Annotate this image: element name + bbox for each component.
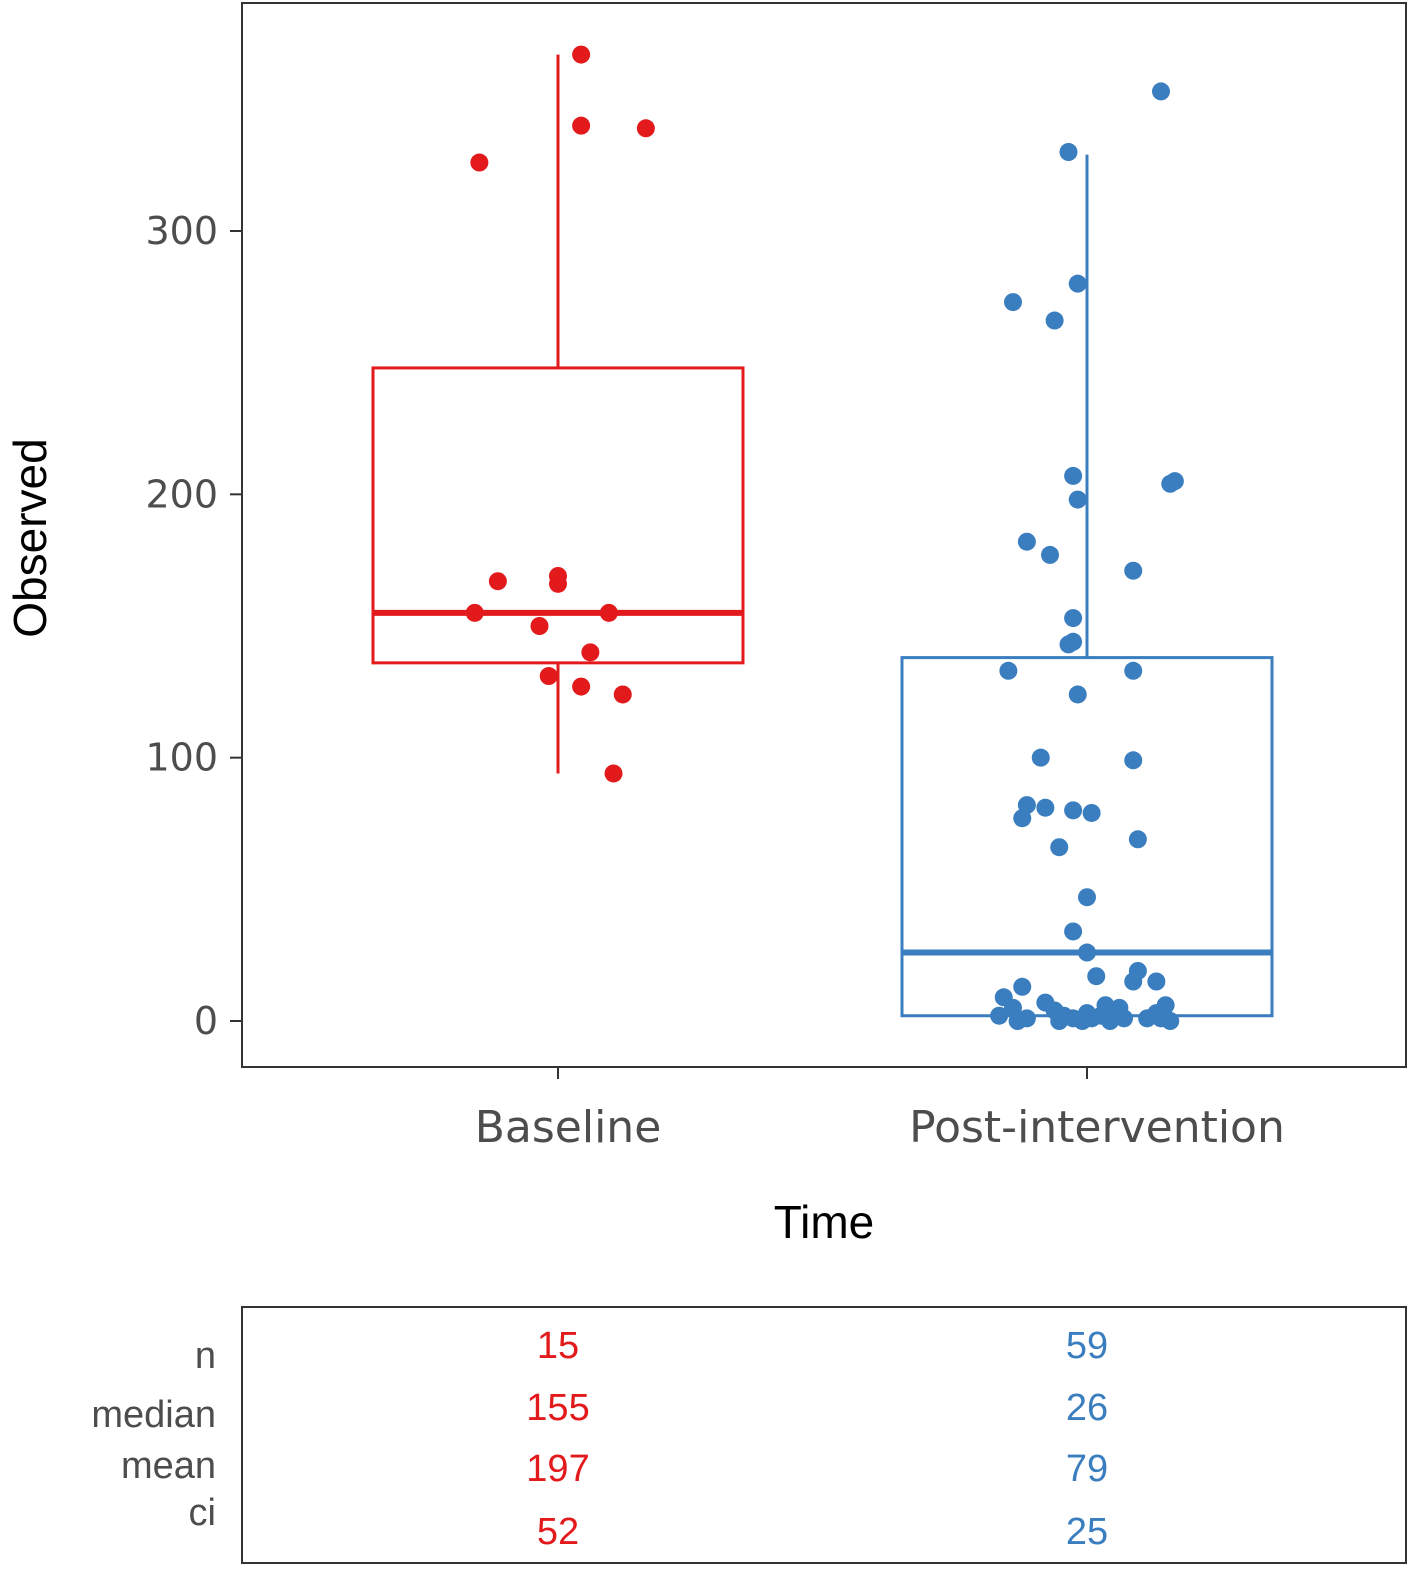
data-point: [1082, 803, 1101, 822]
data-point: [1068, 685, 1087, 704]
stat-value: 59: [1066, 1325, 1108, 1367]
data-point: [1078, 943, 1096, 962]
data-point: [1050, 838, 1069, 857]
data-point: [1031, 748, 1050, 767]
data-point: [465, 603, 484, 622]
stat-value: 26: [1066, 1387, 1108, 1429]
iqr-box: [371, 366, 745, 665]
stats-table-content: n median mean ci 15 155 197 52 59 26 79 25: [91, 1325, 1108, 1553]
data-point: [1059, 143, 1078, 161]
data-point: [470, 153, 489, 172]
y-tick-label: 100: [145, 736, 218, 780]
x-axis: Baseline Post-intervention: [242, 1066, 1406, 1153]
data-point: [1041, 545, 1059, 564]
data-point: [1152, 82, 1170, 101]
plot-panel: [241, 2, 1407, 1068]
data-point: [1013, 977, 1032, 996]
data-point: [1008, 1012, 1027, 1030]
data-point: [1124, 561, 1143, 580]
data-point: [604, 764, 623, 783]
data-point: [1124, 972, 1143, 991]
iqr-box: [900, 656, 1274, 1018]
data-point: [1064, 466, 1083, 485]
stat-value: 197: [526, 1448, 589, 1490]
stat-label: ci: [189, 1492, 216, 1534]
data-point: [990, 1006, 1009, 1025]
data-point: [999, 661, 1018, 680]
data-point: [1068, 490, 1087, 509]
data-point: [572, 45, 591, 64]
stat-value: 25: [1066, 1511, 1108, 1553]
data-point: [1087, 967, 1106, 986]
stat-label: n: [195, 1335, 216, 1377]
data-point: [1078, 1004, 1096, 1023]
data-point: [1068, 274, 1087, 293]
data-point: [1147, 972, 1166, 991]
data-point: [613, 685, 632, 704]
stat-value: 155: [526, 1387, 589, 1429]
data-point: [1013, 809, 1032, 828]
data-point: [549, 574, 567, 593]
data-point: [572, 116, 591, 135]
data-point: [1064, 922, 1083, 941]
data-point: [1017, 532, 1036, 551]
stat-value: 52: [537, 1511, 579, 1553]
data-point: [1004, 293, 1022, 312]
stats-table: [241, 1306, 1407, 1564]
stat-label: median: [91, 1394, 216, 1436]
data-point: [1105, 1004, 1124, 1023]
x-tick-label: Baseline: [475, 1102, 662, 1153]
data-point: [1078, 888, 1096, 907]
y-axis: 0 100 200 300: [145, 3, 243, 1067]
box-1: [900, 154, 1274, 1018]
data-point: [1124, 751, 1143, 770]
data-point: [1036, 798, 1055, 817]
y-tick-label: 300: [145, 209, 218, 253]
data-point: [1161, 1012, 1180, 1030]
data-point: [1059, 635, 1078, 654]
x-tick-label: Post-intervention: [909, 1102, 1285, 1153]
data-point: [1045, 311, 1064, 330]
boxes: [371, 54, 1274, 1018]
data-point: [530, 617, 549, 635]
data-point: [1165, 472, 1184, 491]
data-point: [1064, 609, 1083, 628]
data-point: [1050, 1012, 1069, 1030]
stat-value: 79: [1066, 1448, 1108, 1490]
data-point: [488, 572, 507, 591]
stat-value: 15: [537, 1325, 579, 1367]
y-axis-title: Observed: [4, 438, 56, 637]
x-axis-title: Time: [774, 1196, 875, 1248]
y-tick-label: 0: [194, 999, 218, 1043]
box-0: [371, 54, 745, 774]
data-point: [1147, 1004, 1166, 1023]
data-point: [1064, 801, 1083, 820]
data-point: [636, 119, 655, 138]
y-tick-label: 200: [145, 472, 218, 516]
data-point: [1124, 661, 1143, 680]
data-point: [539, 667, 558, 686]
data-point: [572, 677, 591, 696]
data-point: [1128, 830, 1147, 849]
data-point: [599, 603, 618, 622]
data-points: [465, 45, 1184, 1030]
stat-label: mean: [121, 1445, 216, 1487]
data-point: [581, 643, 600, 662]
